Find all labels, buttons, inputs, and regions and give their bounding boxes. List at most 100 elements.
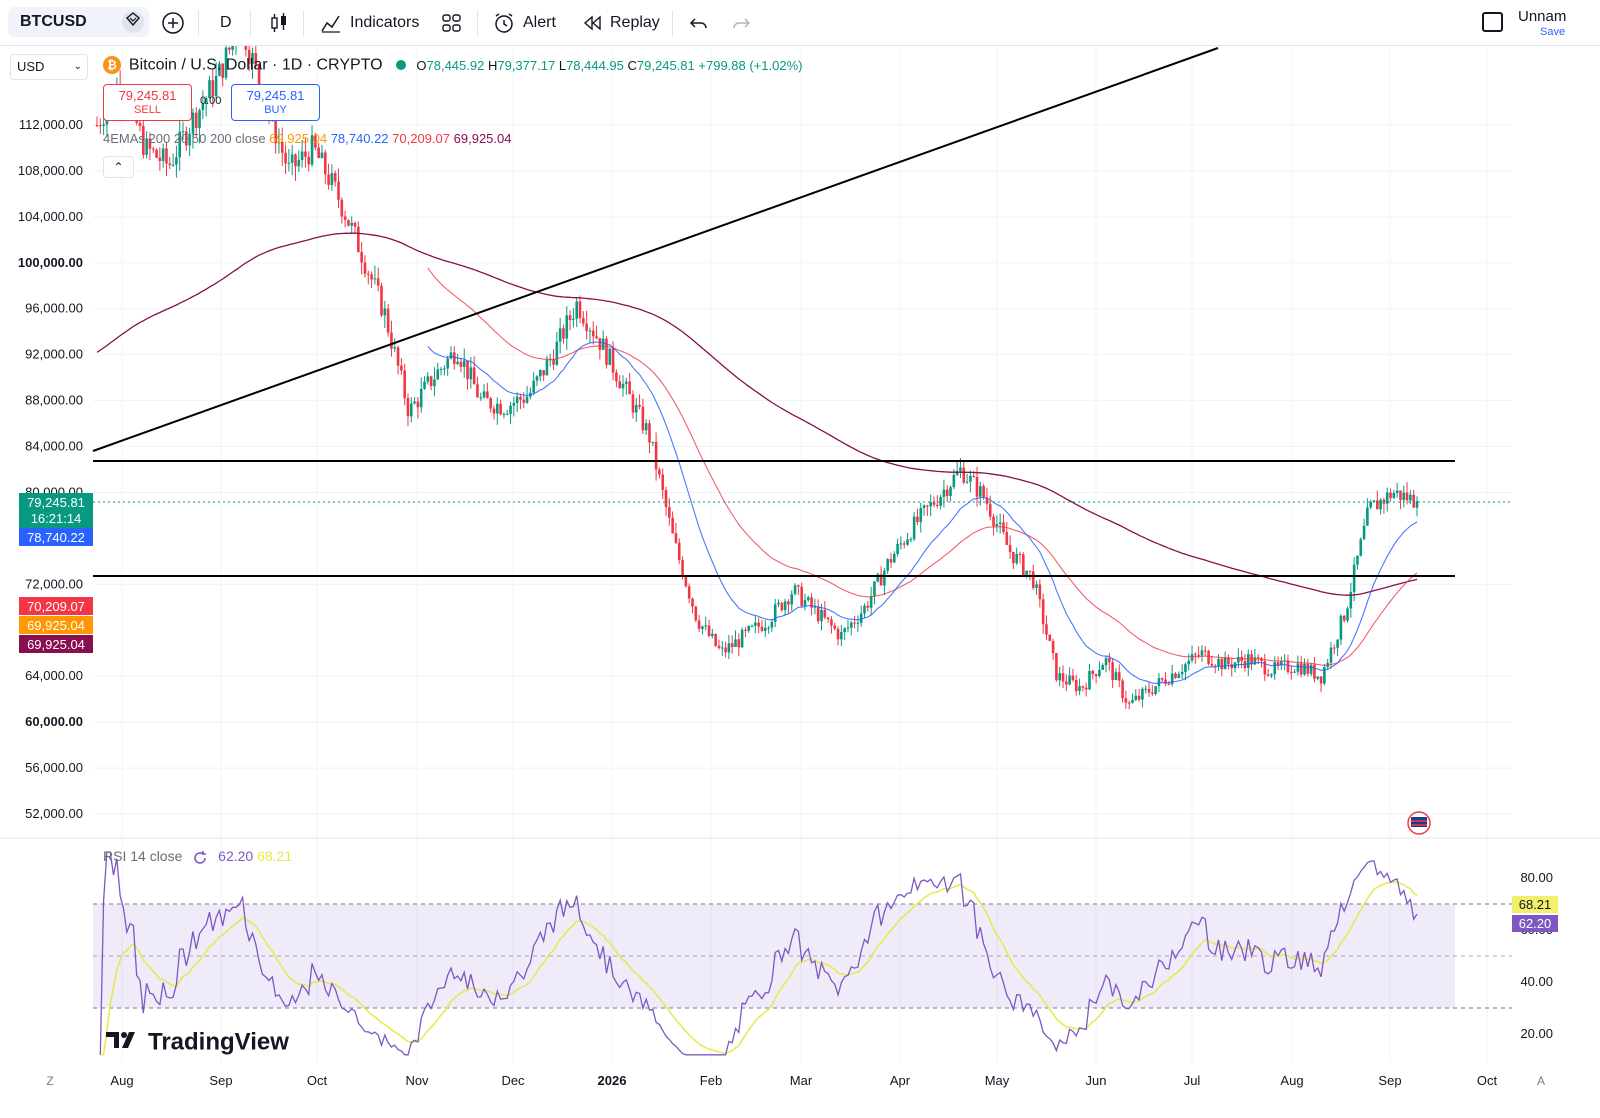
candle-body — [1270, 674, 1273, 676]
collapse-legend-button[interactable]: ⌃ — [103, 156, 134, 178]
symbol-title[interactable]: Bitcoin / U.S. Dollar · 1D · CRYPTO — [128, 56, 383, 74]
candle-body — [466, 360, 469, 380]
candle-body — [1376, 500, 1379, 510]
alert-clock-icon[interactable] — [492, 11, 516, 35]
time-axis-label: Nov — [405, 1073, 429, 1088]
candle-body — [390, 332, 393, 349]
candle-body — [717, 645, 721, 649]
candle-body — [1194, 654, 1197, 656]
candle-body — [314, 135, 317, 148]
tradingview-logo[interactable]: TradingView — [106, 1028, 289, 1057]
time-axis[interactable]: Aug Sep Oct Nov Dec 2026 Feb Mar Apr May Jun Jul Aug… — [46, 1073, 1545, 1088]
candle-body — [754, 622, 757, 626]
candle-body — [744, 629, 747, 631]
candle-body — [806, 597, 810, 601]
candle-body — [1127, 702, 1131, 704]
candle-body — [618, 381, 622, 389]
candle-body — [519, 396, 522, 400]
candle-body — [409, 403, 413, 417]
candle-body — [1160, 678, 1164, 680]
candle-body — [211, 80, 215, 97]
candles-chart-type-icon[interactable] — [267, 11, 291, 35]
candle-body — [558, 328, 562, 342]
candle-body — [1190, 654, 1194, 661]
candle-body — [297, 160, 301, 167]
candle-body — [214, 75, 218, 97]
rsi-ma-value: 68.21 — [257, 848, 293, 864]
candle-body — [840, 632, 843, 640]
candle-body — [429, 376, 433, 387]
ema-indicator-legend[interactable]: 4EMAs 200 20 50 200 close 69,925.04 78,7… — [103, 131, 511, 146]
candle-body — [330, 173, 334, 186]
high-value: 79,377.17 — [497, 57, 556, 73]
candle-body — [476, 384, 479, 398]
candle-body — [684, 576, 688, 587]
candle-body — [896, 543, 899, 554]
price-chart[interactable]: 112,000.00 108,000.00 104,000.00 100,000.00… — [0, 46, 1600, 1118]
candle-body — [1263, 660, 1267, 675]
rsi-indicator-legend[interactable]: RSI 14 close 62.20 68.21 — [103, 848, 293, 865]
interval-button[interactable]: D — [220, 14, 232, 31]
alert-button[interactable]: Alert — [523, 14, 556, 31]
candle-body — [1293, 671, 1296, 673]
candle-body — [1144, 688, 1148, 690]
close-value: 79,245.81 — [636, 57, 695, 73]
candle-body — [704, 625, 708, 627]
currency-select[interactable]: USD ⌄ — [10, 54, 88, 80]
candle-body — [320, 152, 324, 159]
candle-body — [247, 49, 251, 64]
sell-button[interactable]: 79,245.81 SELL — [103, 84, 192, 121]
price-axis-label: 92,000.00 — [25, 347, 83, 362]
candle-body — [1094, 674, 1098, 677]
candle-body — [787, 601, 790, 605]
redo-icon[interactable] — [729, 11, 753, 35]
candle-body — [922, 505, 926, 509]
trendline[interactable] — [92, 47, 1219, 452]
add-symbol-icon[interactable] — [161, 11, 185, 35]
refresh-icon[interactable] — [192, 850, 210, 865]
buy-button[interactable]: 79,245.81 BUY — [231, 84, 320, 121]
candle-body — [661, 474, 665, 490]
fullscreen-square-icon[interactable] — [1482, 12, 1503, 32]
candle-body — [188, 133, 191, 146]
candle-body — [687, 586, 691, 599]
price-axis-label: 52,000.00 — [25, 806, 83, 821]
candle-body — [317, 147, 320, 159]
price-axis-label: 108,000.00 — [18, 163, 83, 178]
candle-body — [171, 164, 175, 166]
replay-rewind-icon[interactable] — [581, 11, 605, 35]
candle-body — [155, 149, 158, 158]
candle-body — [433, 379, 436, 387]
candle-body — [1389, 492, 1392, 499]
compare-symbol-icon[interactable] — [122, 11, 144, 33]
candle-body — [175, 157, 178, 165]
candle-body — [949, 487, 952, 496]
candle-body — [942, 489, 946, 497]
replay-button[interactable]: Replay — [610, 14, 660, 31]
auto-scale-icon[interactable]: A — [1537, 1074, 1545, 1088]
tradingview-logo-icon — [106, 1029, 142, 1057]
time-axis-label: Feb — [700, 1073, 722, 1088]
templates-grid-icon[interactable] — [440, 11, 464, 35]
candle-body — [1131, 699, 1134, 703]
toolbar-divider — [198, 10, 199, 36]
layout-name-button[interactable]: Unnam Save — [1518, 8, 1566, 38]
candle-body — [668, 507, 671, 518]
indicators-icon[interactable] — [319, 11, 343, 35]
candle-body — [1316, 676, 1320, 679]
low-value: 78,444.95 — [566, 57, 624, 73]
rsi-axis-label: 40.00 — [1520, 974, 1553, 989]
undo-icon[interactable] — [687, 11, 711, 35]
candle-body — [294, 154, 297, 167]
candle-body — [1203, 650, 1207, 652]
zoom-reset-icon[interactable]: Z — [46, 1074, 53, 1088]
save-link[interactable]: Save — [1540, 26, 1566, 38]
symbol-search-button[interactable]: BTCUSD — [8, 7, 149, 37]
candle-body — [1091, 670, 1095, 675]
time-axis-label: Jun — [1086, 1073, 1107, 1088]
candle-body — [936, 504, 939, 506]
candle-body — [886, 559, 889, 571]
indicators-button[interactable]: Indicators — [350, 14, 420, 31]
price-axis[interactable]: 112,000.00 108,000.00 104,000.00 100,000.00… — [18, 117, 83, 821]
